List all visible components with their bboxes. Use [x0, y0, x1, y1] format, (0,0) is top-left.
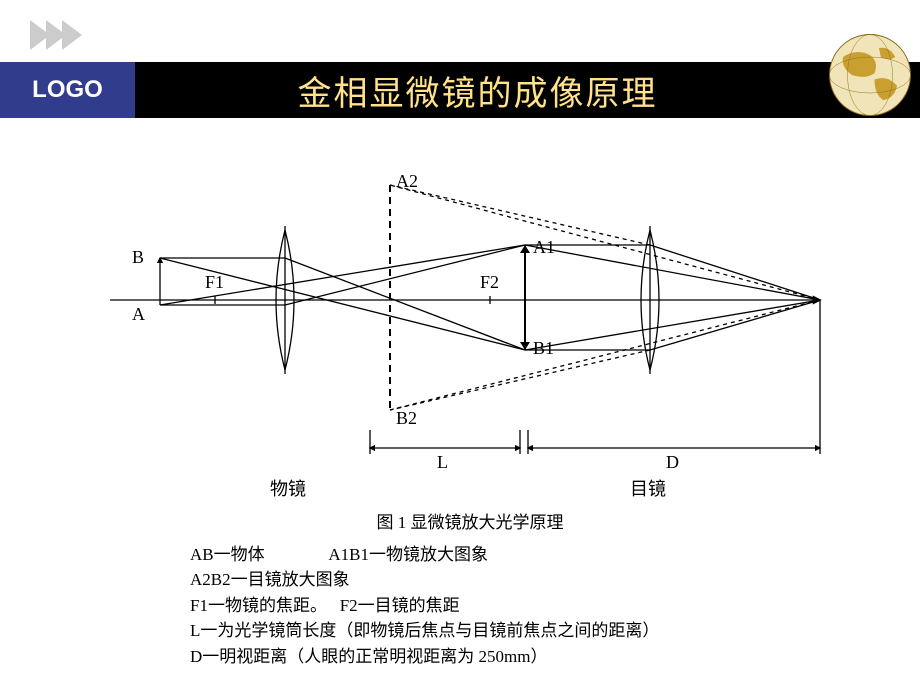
- caption-line: D一明视距离（人眼的正常明视距离为 250mm）: [190, 644, 750, 670]
- svg-text:A: A: [132, 304, 145, 324]
- chevron-icon: [62, 20, 82, 50]
- caption-title: 图 1 显微镜放大光学原理: [190, 510, 750, 536]
- svg-text:F2: F2: [480, 272, 499, 292]
- svg-text:B2: B2: [396, 408, 417, 428]
- logo-box: LOGO: [0, 62, 135, 118]
- globe-icon: [825, 30, 915, 120]
- caption-line: A2B2一目镜放大图象: [190, 567, 750, 593]
- page-title: 金相显微镜的成像原理: [135, 66, 920, 115]
- svg-text:L: L: [437, 452, 448, 472]
- nav-chevrons: [30, 20, 78, 50]
- objective-lens-label: 物镜: [270, 475, 306, 501]
- caption-line: F1一物镜的焦距。 F2一目镜的焦距: [190, 593, 750, 619]
- figure-caption: 图 1 显微镜放大光学原理 AB一物体 A1B1一物镜放大图象A2B2一目镜放大…: [190, 510, 750, 669]
- header-bar: LOGO 金相显微镜的成像原理: [0, 62, 920, 118]
- caption-line: L一为光学镜筒长度（即物镜后焦点与目镜前焦点之间的距离）: [190, 618, 750, 644]
- optical-diagram: BAF1F2A1B1A2B2LD: [80, 150, 840, 470]
- svg-text:F1: F1: [205, 272, 224, 292]
- logo-text: LOGO: [32, 76, 103, 104]
- caption-line: AB一物体 A1B1一物镜放大图象: [190, 542, 750, 568]
- svg-text:B: B: [132, 247, 144, 267]
- decoration-area: [0, 0, 920, 60]
- eyepiece-lens-label: 目镜: [630, 475, 666, 501]
- svg-text:D: D: [666, 452, 679, 472]
